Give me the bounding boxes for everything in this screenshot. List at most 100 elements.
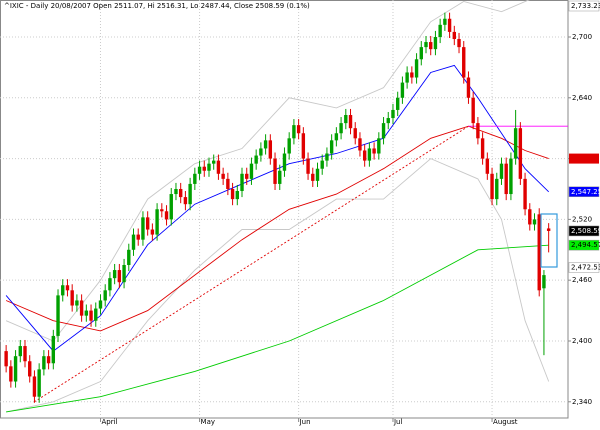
candle-body [315, 168, 320, 181]
price-tag [568, 186, 600, 198]
candle-body [462, 47, 466, 78]
candle-body [164, 211, 169, 220]
candle-body [178, 188, 183, 198]
candle-body [18, 346, 22, 357]
axis: 2,3402,4002,4602,5202,5802,6402,700April… [99, 0, 600, 426]
candle-body [37, 369, 41, 397]
candle-body [499, 163, 504, 179]
y-tick-label: 2,520 [572, 215, 592, 223]
candle-body [79, 300, 84, 316]
grid [0, 0, 568, 418]
candle-body [391, 109, 395, 119]
candle-body [485, 158, 490, 174]
candle-body [9, 366, 13, 382]
x-tick-label: August [493, 418, 518, 426]
candle-body [353, 128, 357, 139]
y-tick-label: 2,340 [572, 398, 592, 406]
candle-body [320, 160, 324, 169]
candle-body [70, 290, 74, 306]
candle-body [395, 97, 400, 110]
candle-body [230, 188, 235, 200]
candle-body [75, 300, 79, 306]
candle-body [235, 191, 239, 200]
candle-body [372, 148, 376, 154]
candle-body [193, 173, 197, 184]
candle-body [226, 178, 230, 189]
price-tag-label: 2,472.53 [571, 263, 600, 271]
candle-body [23, 346, 27, 362]
candle-body [245, 173, 249, 179]
candle-body [202, 166, 206, 171]
candle-body [263, 140, 268, 149]
candle-body [42, 356, 46, 370]
y-tick-label: 2,640 [572, 94, 592, 102]
candle-body [537, 214, 541, 291]
candle-body [367, 148, 372, 161]
candle-body [358, 138, 362, 151]
candle-body [504, 163, 508, 195]
candle-body [160, 209, 164, 212]
candle-body [287, 138, 291, 154]
candle-body [424, 42, 428, 48]
candle-body [188, 183, 192, 205]
candle-body [306, 158, 310, 174]
candle-body [268, 140, 273, 159]
candle-body [546, 228, 551, 231]
candle-body [410, 72, 414, 78]
price-tag [568, 0, 600, 12]
candle-body [282, 153, 287, 171]
candle-body [169, 194, 173, 220]
candle-body [296, 125, 301, 134]
candle-body [112, 270, 117, 279]
candle-body [348, 115, 353, 129]
overlay-line [6, 244, 549, 413]
candle-body [528, 209, 532, 225]
candle-body [405, 72, 409, 83]
candle-body [183, 197, 188, 205]
candle-body [466, 77, 471, 98]
overlay-line [6, 158, 550, 413]
price-tag-label: 2,508.59 [571, 227, 600, 235]
price-tag-label: 2,547.25 [571, 188, 600, 196]
candle-body [122, 264, 126, 283]
overlay-line [5, 64, 550, 352]
candle-body [509, 158, 513, 195]
candle-body [98, 300, 103, 309]
overlay-line [5, 0, 530, 342]
candle-body [13, 356, 18, 382]
price-tag [568, 225, 600, 237]
price-tag-label: 2,733.23 [571, 2, 600, 10]
candle-body [495, 178, 499, 200]
candle-body [400, 82, 405, 98]
candle-body [339, 123, 343, 134]
candle-body [145, 217, 150, 230]
overlay-line [5, 125, 549, 332]
candle-body [174, 188, 178, 195]
candle-body [117, 270, 122, 283]
candle-body [452, 31, 457, 40]
candle-body [131, 234, 136, 250]
candle-body [249, 163, 254, 179]
candle-body [278, 170, 282, 184]
candle-body [480, 138, 485, 159]
candle-body [127, 249, 131, 265]
candle-body [457, 39, 461, 48]
x-tick-label: April [101, 418, 117, 426]
candle-body [28, 361, 32, 377]
candle-body [292, 125, 296, 139]
price-tag [569, 153, 599, 164]
candle-body [532, 219, 537, 225]
candle-body [381, 123, 386, 139]
candle-body [216, 160, 221, 174]
plot-frame [0, 0, 569, 419]
candle-body [221, 173, 225, 179]
candle-body [273, 158, 277, 184]
candle-body [136, 234, 140, 240]
y-tick-label: 2,460 [572, 276, 592, 284]
chart-title: ^IXIC - Daily 20/08/2007 Open 2511.07, H… [4, 2, 310, 10]
highlight-box [540, 213, 558, 268]
candle-body [476, 123, 480, 139]
candle-body [141, 217, 145, 240]
candle-body [362, 150, 367, 161]
candle-body [259, 148, 263, 156]
